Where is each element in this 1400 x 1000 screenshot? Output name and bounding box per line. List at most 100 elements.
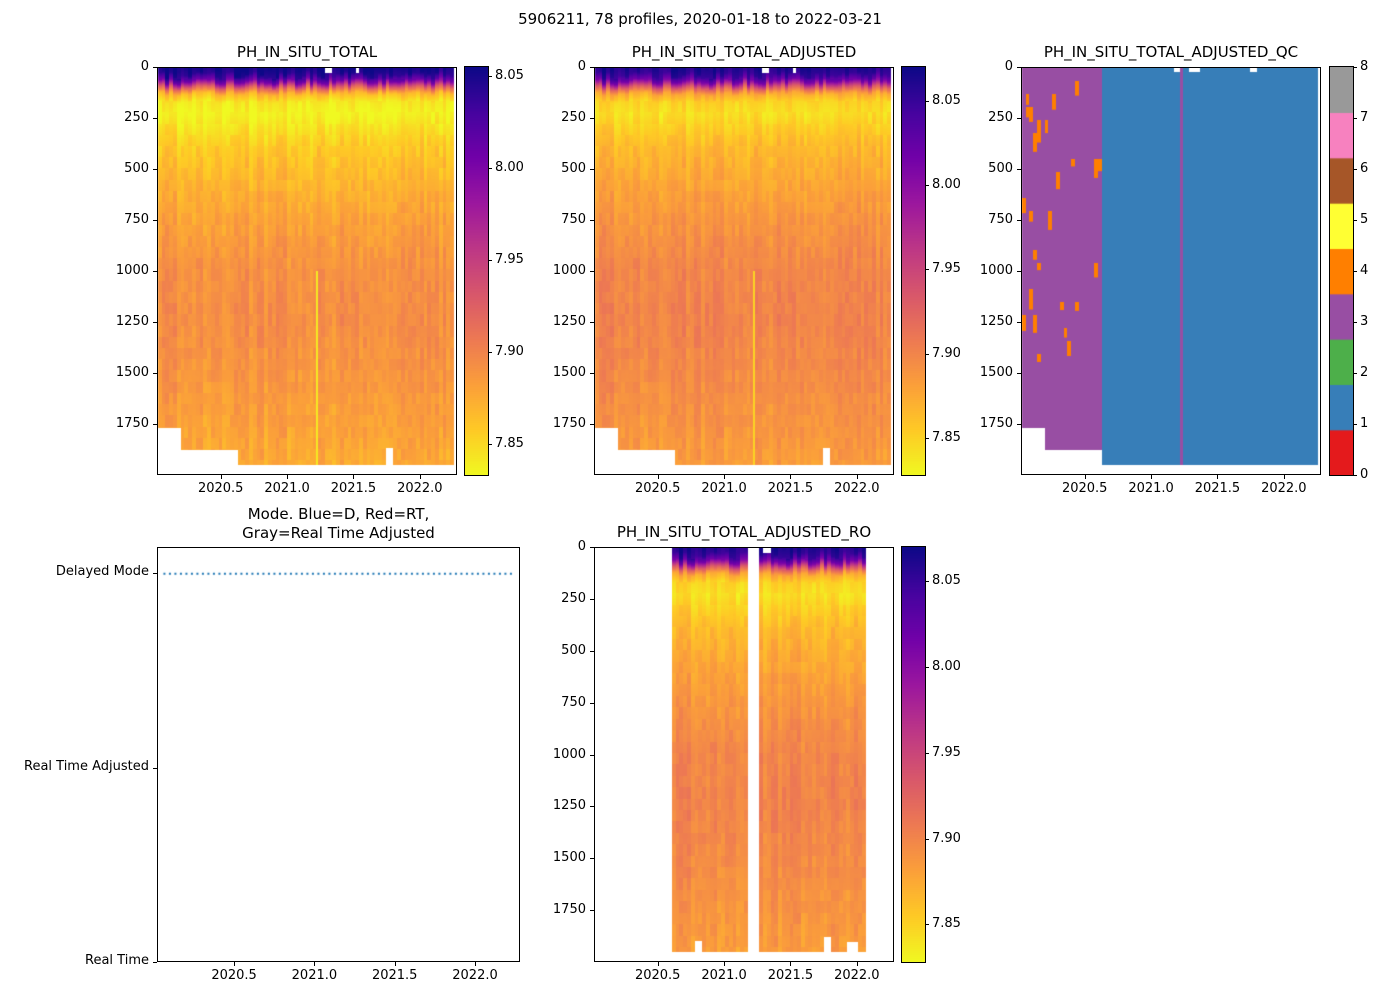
y-tick-label: 1000 (552, 263, 586, 278)
x-tick-label: 2021.5 (330, 481, 377, 496)
colorbar-tick (488, 351, 492, 353)
colorbar-tick-label: 8.05 (495, 68, 524, 84)
y-tick (1017, 169, 1021, 170)
colorbar-tick (488, 259, 492, 261)
y-tick-label: 250 (988, 110, 1013, 125)
x-tick (287, 475, 289, 479)
y-tick (1017, 271, 1021, 272)
x-tick-label: 2020.5 (634, 481, 681, 496)
y-tick-label: Real Time (85, 953, 149, 968)
plot-title-mode: Mode. Blue=D, Red=RT, Gray=Real Time Adj… (242, 505, 435, 542)
colorbar-tick (1353, 424, 1357, 425)
y-tick (590, 858, 594, 860)
y-tick (590, 910, 594, 912)
colorbar-tick (925, 924, 929, 926)
colorbar-tick (925, 437, 929, 439)
y-tick (153, 118, 157, 119)
colorbar-tick-label: 7.85 (932, 429, 961, 445)
y-tick (153, 271, 157, 272)
colorbar-tick-label: 1 (1360, 416, 1369, 431)
heatmap-ph-in-situ-total-adjusted (594, 67, 894, 475)
y-tick-label: 500 (561, 642, 586, 658)
colorbar-tick (1353, 373, 1357, 374)
plot-title-ph-in-situ-total-adjusted-ro: PH_IN_SITU_TOTAL_ADJUSTED_RO (616, 523, 872, 541)
x-tick (475, 962, 477, 966)
colorbar-tick-label: 8.00 (932, 177, 961, 193)
y-tick (590, 67, 594, 68)
x-tick-label: 2022.0 (1261, 481, 1307, 496)
y-tick-label: 750 (561, 212, 586, 227)
x-tick-label: 2021.5 (767, 968, 814, 983)
y-tick (153, 768, 157, 770)
y-tick-label: 1750 (552, 902, 586, 918)
y-tick-label: 1500 (552, 850, 586, 866)
colorbar-tick-label: 8.00 (495, 160, 524, 176)
y-tick (590, 118, 594, 119)
colorbar-tick-label: 8.00 (932, 659, 961, 675)
x-tick (657, 962, 659, 966)
y-tick (1017, 67, 1021, 68)
colorbar-tick-label: 7.90 (932, 345, 961, 361)
y-tick (1017, 424, 1021, 425)
y-tick-label: 0 (577, 59, 586, 74)
colorbar-tick-label: 3 (1360, 314, 1369, 329)
y-tick (590, 547, 594, 548)
y-tick (1017, 118, 1021, 119)
x-tick (1217, 475, 1219, 479)
y-tick-label: 1000 (115, 263, 149, 278)
y-tick (153, 373, 157, 374)
y-tick (590, 322, 594, 323)
colorbar-tick-label: 8.05 (932, 573, 961, 589)
x-tick (657, 475, 659, 479)
y-tick (590, 702, 594, 704)
y-tick-label: 1750 (552, 416, 586, 431)
y-tick-label: 1000 (552, 746, 586, 762)
x-tick-label: 2021.5 (371, 968, 418, 983)
figure-title: 5906211, 78 profiles, 2020-01-18 to 2022… (518, 10, 882, 28)
x-tick (419, 475, 421, 479)
colorbar-tick (1353, 220, 1357, 221)
x-tick (856, 475, 858, 479)
x-tick-label: 2020.5 (211, 968, 257, 983)
x-tick (1084, 475, 1086, 479)
x-tick (234, 962, 236, 966)
colorbar-qc-flags (1329, 66, 1354, 476)
x-tick (314, 962, 316, 966)
colorbar-tick (488, 76, 492, 78)
y-tick-label: 0 (577, 539, 586, 554)
x-tick-label: 2022.0 (397, 481, 443, 496)
x-tick-label: 2021.5 (767, 481, 814, 496)
y-tick (590, 806, 594, 808)
y-tick-label: 250 (124, 110, 149, 125)
colorbar-tick (1353, 322, 1357, 323)
y-tick (1017, 373, 1021, 374)
y-tick (590, 220, 594, 221)
y-tick (1017, 322, 1021, 323)
y-tick (153, 424, 157, 425)
y-tick-label: 1750 (115, 416, 149, 431)
colorbar-tick-label: 7.85 (495, 435, 524, 451)
x-tick-label: 2021.5 (1194, 481, 1241, 496)
x-tick (353, 475, 355, 479)
y-tick-label: 750 (124, 212, 149, 227)
y-tick (153, 962, 157, 963)
x-tick (856, 962, 858, 966)
x-tick-label: 2021.0 (1128, 481, 1174, 496)
x-tick (1151, 475, 1153, 479)
x-tick-label: 2020.5 (1061, 481, 1108, 496)
colorbar-tick-label: 4 (1360, 263, 1369, 278)
y-tick-label: 1500 (115, 365, 149, 380)
x-tick-label: 2022.0 (834, 481, 880, 496)
y-tick (153, 220, 157, 221)
colorbar-tick (925, 667, 929, 669)
colorbar-ph-in-situ-total-adjusted (901, 66, 926, 476)
colorbar-tick (488, 168, 492, 170)
colorbar-tick (1353, 271, 1357, 272)
x-tick (790, 475, 792, 479)
x-tick-label: 2022.0 (452, 968, 498, 983)
colorbar-tick (925, 581, 929, 583)
y-tick-label: 0 (140, 59, 149, 74)
heatmap-ph-in-situ-total (157, 67, 457, 475)
y-tick (590, 373, 594, 374)
y-tick-label: 250 (561, 110, 586, 125)
